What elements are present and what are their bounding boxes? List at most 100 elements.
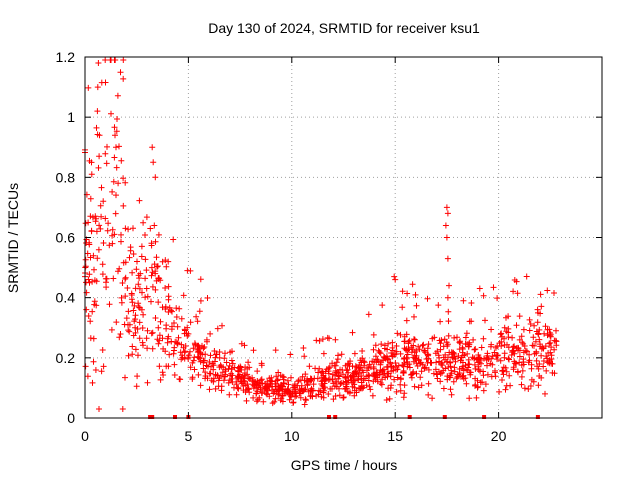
data-point bbox=[184, 267, 191, 274]
data-point bbox=[91, 277, 98, 284]
data-point bbox=[536, 336, 543, 343]
data-point bbox=[194, 343, 201, 350]
data-point bbox=[506, 356, 512, 363]
data-point bbox=[136, 335, 143, 342]
data-point bbox=[99, 347, 106, 353]
data-point bbox=[454, 334, 460, 341]
data-point bbox=[424, 295, 431, 302]
data-point bbox=[385, 340, 392, 347]
data-point bbox=[358, 359, 365, 366]
data-point bbox=[404, 351, 411, 358]
data-point bbox=[319, 336, 326, 343]
data-point bbox=[189, 376, 196, 382]
data-point bbox=[166, 351, 173, 358]
data-point bbox=[197, 297, 204, 304]
data-point bbox=[173, 305, 180, 312]
data-point bbox=[193, 313, 200, 320]
data-point bbox=[144, 327, 151, 334]
data-point bbox=[179, 352, 186, 359]
data-point bbox=[379, 376, 386, 383]
data-point bbox=[152, 238, 159, 245]
data-point bbox=[133, 266, 140, 273]
data-point bbox=[331, 383, 338, 390]
data-point bbox=[82, 256, 89, 263]
data-point bbox=[430, 370, 437, 377]
data-point bbox=[302, 396, 309, 403]
data-point bbox=[182, 348, 189, 355]
data-point bbox=[279, 393, 286, 399]
data-point bbox=[484, 371, 491, 378]
data-point bbox=[227, 349, 234, 356]
data-point bbox=[130, 307, 137, 314]
data-point bbox=[406, 337, 413, 344]
data-point bbox=[275, 383, 282, 389]
data-point bbox=[306, 363, 313, 370]
data-point bbox=[480, 335, 487, 342]
data-point bbox=[134, 258, 140, 265]
data-point bbox=[329, 385, 335, 392]
data-point bbox=[332, 393, 339, 399]
data-point bbox=[214, 372, 221, 379]
data-point bbox=[207, 330, 214, 337]
data-point bbox=[533, 348, 540, 355]
data-point bbox=[171, 347, 177, 354]
data-point bbox=[154, 263, 161, 270]
data-point bbox=[138, 243, 145, 250]
data-point bbox=[326, 335, 333, 342]
data-point bbox=[488, 326, 495, 333]
data-point bbox=[140, 311, 147, 318]
data-point bbox=[388, 350, 395, 356]
data-point bbox=[444, 255, 451, 262]
data-point bbox=[415, 384, 422, 391]
data-point bbox=[440, 385, 447, 392]
data-point bbox=[96, 222, 103, 229]
data-point bbox=[501, 350, 508, 357]
data-point bbox=[148, 272, 155, 279]
data-point bbox=[432, 350, 439, 357]
data-point bbox=[473, 394, 480, 401]
data-point bbox=[118, 157, 125, 164]
data-point bbox=[310, 381, 317, 388]
data-point bbox=[335, 352, 341, 359]
data-point bbox=[521, 343, 528, 349]
data-point bbox=[120, 175, 127, 182]
data-point bbox=[505, 313, 512, 320]
data-point bbox=[379, 368, 386, 375]
y-axis-label: SRMTID / TECUs bbox=[5, 183, 21, 293]
data-point bbox=[370, 331, 377, 338]
data-point bbox=[509, 347, 516, 354]
data-point bbox=[274, 376, 281, 383]
data-point bbox=[542, 390, 548, 397]
data-point bbox=[149, 329, 156, 336]
data-point bbox=[433, 359, 440, 366]
data-point bbox=[144, 379, 151, 386]
data-point bbox=[443, 204, 450, 211]
data-point bbox=[125, 352, 132, 359]
data-point bbox=[460, 297, 467, 304]
data-point bbox=[91, 266, 97, 273]
data-point bbox=[87, 318, 94, 325]
data-point bbox=[364, 367, 370, 374]
data-point bbox=[110, 178, 117, 185]
data-point bbox=[228, 357, 235, 364]
data-point bbox=[497, 357, 504, 364]
data-point bbox=[393, 343, 400, 349]
data-point bbox=[314, 375, 321, 382]
data-point bbox=[510, 288, 517, 295]
data-point bbox=[301, 401, 308, 408]
data-point bbox=[249, 377, 256, 384]
data-point bbox=[478, 344, 485, 351]
data-point bbox=[313, 392, 320, 399]
data-point bbox=[87, 254, 94, 261]
data-point bbox=[272, 347, 279, 354]
data-point bbox=[95, 60, 102, 66]
data-point bbox=[125, 327, 132, 334]
data-point bbox=[374, 371, 381, 378]
data-point bbox=[351, 350, 358, 357]
data-point bbox=[528, 376, 535, 383]
data-point bbox=[510, 364, 517, 371]
data-point bbox=[349, 379, 355, 386]
data-point bbox=[119, 406, 126, 412]
data-point bbox=[520, 356, 527, 363]
data-point bbox=[410, 358, 417, 365]
